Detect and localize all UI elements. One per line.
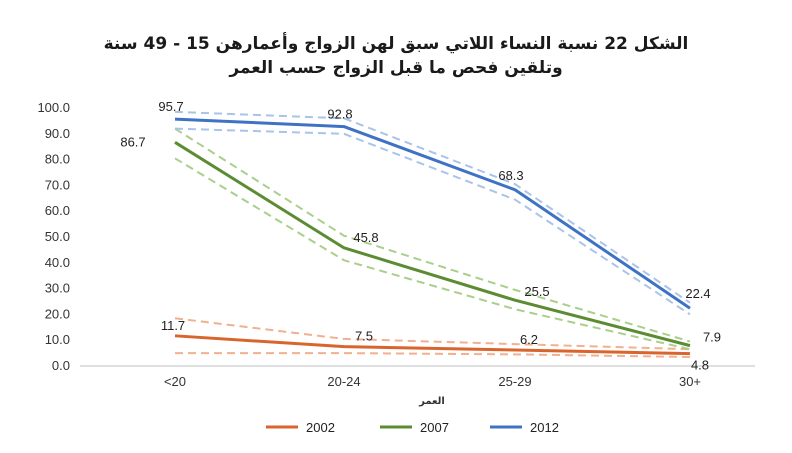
chart-title-line-2: وتلقين فحص ما قبل الزواج حسب العمر <box>229 58 563 78</box>
y-tick-label: 10.0 <box>45 332 70 347</box>
ci-lower-line-2002 <box>175 352 691 358</box>
series-line-2012 <box>174 117 691 310</box>
ci-upper-line-2002 <box>174 317 691 351</box>
legend-label-2007: 2007 <box>420 420 449 435</box>
y-tick-label: 100.0 <box>37 100 70 115</box>
y-tick-label: 40.0 <box>45 255 70 270</box>
chart-title-line-1: الشكل 22 نسبة النساء اللاتي سبق لهن الزو… <box>103 34 689 54</box>
y-tick-label: 20.0 <box>45 306 70 321</box>
data-label-2012: 68.3 <box>498 168 523 183</box>
data-label-2012: 95.7 <box>158 99 183 114</box>
x-axis-title: العمر <box>418 396 445 407</box>
y-tick-label: 30.0 <box>45 281 70 296</box>
ci-lower-line-2012 <box>174 127 691 316</box>
x-tick-label: 25-29 <box>498 374 531 389</box>
ci-lower-line-2007 <box>174 157 691 351</box>
y-tick-label: 80.0 <box>45 152 70 167</box>
data-label-2002: 4.8 <box>691 358 709 373</box>
data-label-2012: 92.8 <box>327 107 352 122</box>
data-label-2002: 6.2 <box>520 332 538 347</box>
x-tick-label: 30+ <box>679 374 701 389</box>
y-tick-label: 70.0 <box>45 177 70 192</box>
ci-upper-line-2007 <box>174 127 691 343</box>
ci-upper-line-2012 <box>174 110 691 304</box>
series-line-2002 <box>174 334 691 356</box>
x-tick-label: <20 <box>164 374 186 389</box>
data-label-2007: 86.7 <box>120 134 145 149</box>
y-tick-label: 60.0 <box>45 203 70 218</box>
data-label-2002: 7.5 <box>355 329 373 344</box>
series-line-2007 <box>174 141 691 348</box>
x-tick-label: 20-24 <box>327 374 360 389</box>
data-label-2007: 25.5 <box>524 284 549 299</box>
data-label-2007: 45.8 <box>353 230 378 245</box>
y-tick-label: 50.0 <box>45 229 70 244</box>
y-tick-label: 90.0 <box>45 126 70 141</box>
data-label-2007: 7.9 <box>703 330 721 345</box>
data-label-2012: 22.4 <box>685 286 710 301</box>
legend-label-2012: 2012 <box>530 420 559 435</box>
y-tick-label: 0.0 <box>52 358 70 373</box>
data-label-2002: 11.7 <box>161 318 185 333</box>
legend-label-2002: 2002 <box>306 420 335 435</box>
